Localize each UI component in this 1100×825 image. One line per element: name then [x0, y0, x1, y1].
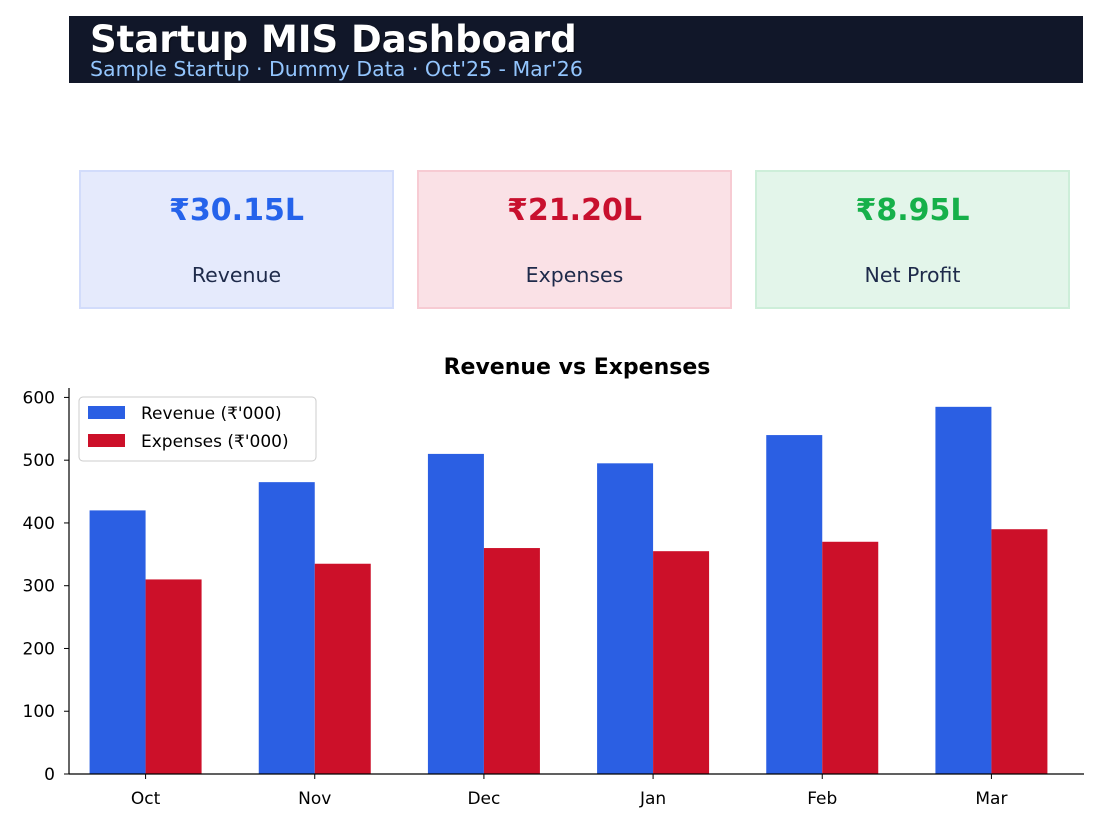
- kpi-card-expenses: ₹21.20L Expenses: [417, 170, 732, 309]
- kpi-label-revenue: Revenue: [191, 263, 282, 287]
- kpi-card-revenue: ₹30.15L Revenue: [79, 170, 394, 309]
- kpi-label-expenses: Expenses: [525, 263, 624, 287]
- dashboard-subtitle: Sample Startup · Dummy Data · Oct'25 - M…: [90, 57, 583, 81]
- chart-title: Revenue vs Expenses: [444, 355, 711, 380]
- expenses-bar-feb: [822, 541, 879, 774]
- revenue-expenses-chart: Revenue vs Expenses Oct Nov Dec Jan Feb Mar 0 1…: [23, 355, 1084, 809]
- kpi-card-net-profit: ₹8.95L Net Profit: [755, 170, 1070, 309]
- expenses-bar-nov: [314, 563, 371, 774]
- x-tick-label: Nov: [298, 789, 331, 809]
- dashboard-title: Startup MIS Dashboard: [90, 18, 577, 61]
- revenue-bar-nov: [258, 482, 315, 774]
- kpi-value-net-profit: ₹8.95L: [855, 193, 970, 228]
- kpi-value-expenses: ₹21.20L: [507, 193, 642, 228]
- revenue-bar-feb: [766, 435, 823, 774]
- expenses-bar-dec: [483, 548, 540, 774]
- y-tick-label: 0: [44, 765, 55, 785]
- revenue-bar-oct: [89, 510, 146, 774]
- legend-label: Expenses (₹'000): [141, 432, 289, 452]
- revenue-bar-dec: [427, 453, 484, 774]
- kpi-value-revenue: ₹30.15L: [169, 193, 304, 228]
- x-tick-label: Dec: [467, 789, 500, 809]
- legend-swatch: [88, 406, 125, 419]
- chart-legend: Revenue (₹'000) Expenses (₹'000): [78, 396, 317, 462]
- revenue-bar-mar: [935, 406, 992, 774]
- x-tick-label: Jan: [639, 789, 666, 809]
- y-tick-label: 600: [23, 388, 55, 408]
- legend-swatch: [88, 434, 125, 447]
- x-tick-label: Mar: [975, 789, 1007, 809]
- x-tick-label: Feb: [807, 789, 837, 809]
- expenses-bar-oct: [145, 579, 202, 774]
- expenses-bar-jan: [653, 551, 710, 774]
- kpi-label-net-profit: Net Profit: [864, 263, 961, 287]
- dashboard-header: Startup MIS Dashboard Sample Startup · D…: [69, 16, 1083, 83]
- y-tick-label: 200: [23, 639, 55, 659]
- legend-box: [78, 396, 317, 462]
- legend-label: Revenue (₹'000): [141, 404, 282, 424]
- y-tick-label: 500: [23, 451, 55, 471]
- y-tick-label: 400: [23, 514, 55, 534]
- y-tick-label: 300: [23, 577, 55, 597]
- y-tick-label: 100: [23, 702, 55, 722]
- revenue-bar-jan: [597, 463, 654, 774]
- x-tick-label: Oct: [131, 789, 161, 809]
- expenses-bar-mar: [991, 529, 1048, 774]
